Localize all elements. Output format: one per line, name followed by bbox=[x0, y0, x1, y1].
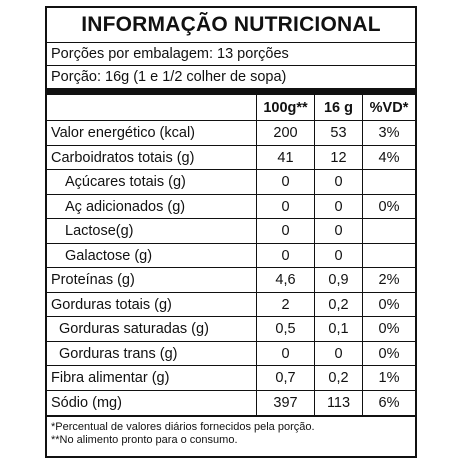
nutrition-table: 100g** 16 g %VD* Valor energético (kcal)… bbox=[47, 95, 415, 417]
table-row: Proteínas (g) 4,6 0,9 2% bbox=[47, 268, 415, 293]
value-per-serving: 0,2 bbox=[315, 366, 363, 390]
header-cell-per100g: 100g** bbox=[257, 95, 315, 120]
value-per100g: 0 bbox=[257, 243, 315, 267]
value-per-serving: 0,2 bbox=[315, 292, 363, 316]
nutrient-label: Proteínas (g) bbox=[47, 268, 257, 292]
value-per-serving: 12 bbox=[315, 145, 363, 169]
value-daily-percent: 4% bbox=[378, 149, 400, 166]
table-row: Lactose(g) 0 0 bbox=[47, 219, 415, 244]
value-per100g: 0 bbox=[257, 341, 315, 365]
value-daily-percent: 1% bbox=[378, 370, 400, 386]
value-daily-percent: 2% bbox=[378, 272, 400, 288]
table-row: Fibra alimentar (g) 0,7 0,2 1% bbox=[47, 366, 415, 391]
nutrient-label: Sódio (mg) bbox=[47, 390, 257, 415]
value-daily-percent: 0% bbox=[378, 345, 400, 362]
value-daily-percent: 3% bbox=[378, 125, 400, 141]
value-per-serving: 113 bbox=[315, 390, 363, 415]
value-per100g: 0 bbox=[257, 170, 315, 194]
serving-size: Porção: 16g (1 e 1/2 colher de sopa) bbox=[47, 66, 415, 89]
footnotes: *Percentual de valores diários fornecido… bbox=[47, 417, 415, 447]
nutrition-facts-panel: INFORMAÇÃO NUTRICIONAL Porções por embal… bbox=[45, 6, 417, 458]
footnote-ready-to-eat: **No alimento pronto para o consumo. bbox=[51, 434, 238, 446]
value-daily-percent bbox=[363, 244, 415, 268]
value-per-serving: 53 bbox=[315, 121, 363, 145]
value-per-serving: 0,9 bbox=[315, 268, 363, 292]
value-daily-percent: 0% bbox=[378, 321, 400, 337]
servings-per-package: Porções por embalagem: 13 porções bbox=[47, 43, 415, 66]
divider-bar bbox=[47, 89, 415, 95]
value-per-serving: 0 bbox=[315, 170, 363, 194]
nutrient-label: Gorduras trans (g) bbox=[47, 341, 257, 365]
value-daily-percent: 0% bbox=[378, 296, 400, 313]
nutrient-label: Lactose(g) bbox=[47, 219, 257, 243]
table-row: Gorduras saturadas (g) 0,5 0,1 0% bbox=[47, 317, 415, 342]
value-per-serving: 0,1 bbox=[315, 317, 363, 341]
nutrient-label: Açúcares totais (g) bbox=[47, 170, 257, 194]
nutrient-label: Galactose (g) bbox=[47, 243, 257, 267]
footnote-daily-value: *Percentual de valores diários fornecido… bbox=[51, 421, 315, 433]
nutrient-label: Carboidratos totais (g) bbox=[47, 145, 257, 169]
value-per100g: 4,6 bbox=[257, 268, 315, 292]
table-row: Gorduras totais (g) 2 0,2 0% bbox=[47, 292, 415, 317]
value-per100g: 0 bbox=[257, 219, 315, 243]
nutrient-label: Fibra alimentar (g) bbox=[47, 366, 257, 390]
table-row: Açúcares totais (g) 0 0 bbox=[47, 170, 415, 195]
nutrient-label: Valor energético (kcal) bbox=[47, 121, 257, 145]
table-row: Valor energético (kcal) 200 53 3% bbox=[47, 121, 415, 146]
table-row: Galactose (g) 0 0 bbox=[47, 243, 415, 268]
table-row: Aç adicionados (g) 0 0 0% bbox=[47, 194, 415, 219]
table-row: Sódio (mg) 397 113 6% bbox=[47, 390, 415, 415]
value-per100g: 397 bbox=[257, 390, 315, 415]
nutrient-label: Aç adicionados (g) bbox=[47, 194, 257, 218]
value-per100g: 41 bbox=[257, 145, 315, 169]
value-per-serving: 0 bbox=[315, 243, 363, 267]
value-daily-percent: 0% bbox=[378, 198, 400, 215]
header-cell-label bbox=[47, 95, 257, 120]
value-per-serving: 0 bbox=[315, 219, 363, 243]
value-daily-percent bbox=[363, 219, 415, 243]
panel-title: INFORMAÇÃO NUTRICIONAL bbox=[47, 8, 415, 43]
value-per-serving: 0 bbox=[315, 194, 363, 218]
header-cell-per-serving: 16 g bbox=[315, 95, 363, 120]
value-per100g: 0,7 bbox=[257, 366, 315, 390]
header-cell-daily-value: %VD* bbox=[369, 100, 409, 116]
value-daily-percent bbox=[363, 170, 415, 194]
value-per100g: 0 bbox=[257, 194, 315, 218]
value-per-serving: 0 bbox=[315, 341, 363, 365]
value-per100g: 0,5 bbox=[257, 317, 315, 341]
table-header-row: 100g** 16 g %VD* bbox=[47, 95, 415, 121]
table-row: Carboidratos totais (g) 41 12 4% bbox=[47, 145, 415, 170]
nutrient-label: Gorduras saturadas (g) bbox=[47, 317, 257, 341]
value-per100g: 200 bbox=[257, 121, 315, 145]
nutrient-label: Gorduras totais (g) bbox=[47, 292, 257, 316]
value-daily-percent: 6% bbox=[378, 394, 400, 411]
value-per100g: 2 bbox=[257, 292, 315, 316]
table-row: Gorduras trans (g) 0 0 0% bbox=[47, 341, 415, 366]
